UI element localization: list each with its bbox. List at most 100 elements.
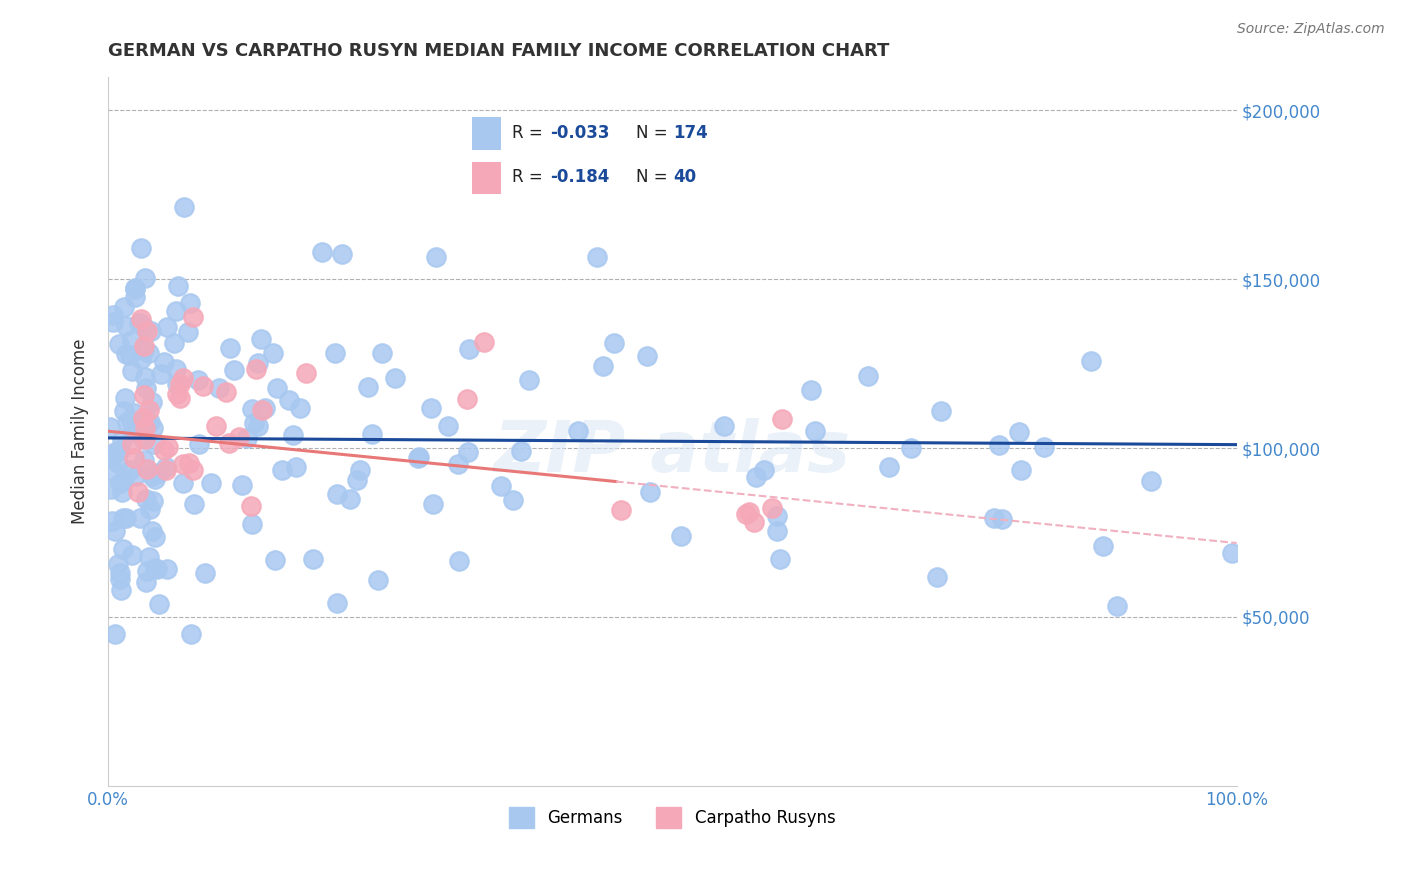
Point (1080, 353, 1102, 368)
Text: GERMAN VS CARPATHO RUSYN MEDIAN FAMILY INCOME CORRELATION CHART: GERMAN VS CARPATHO RUSYN MEDIAN FAMILY I… (108, 42, 890, 60)
Point (166, 387, 188, 401)
Point (172, 457, 194, 471)
Point (200, 476, 222, 491)
Point (129, 312, 152, 326)
Point (290, 401, 312, 415)
Point (165, 362, 187, 376)
Point (224, 363, 246, 377)
Point (110, 476, 132, 491)
Point (149, 368, 172, 382)
Point (425, 251, 447, 265)
Point (143, 530, 166, 544)
Point (1139, 474, 1161, 488)
Point (108, 442, 131, 457)
Point (900, 441, 922, 455)
Point (112, 301, 135, 315)
Point (172, 475, 194, 490)
Point (138, 415, 160, 429)
Point (139, 502, 162, 516)
Point (204, 418, 226, 433)
Point (124, 282, 146, 296)
Point (669, 529, 692, 543)
Point (143, 471, 166, 485)
Point (138, 549, 160, 564)
Point (129, 511, 152, 525)
Point (108, 572, 131, 586)
Point (107, 456, 129, 470)
Point (124, 469, 146, 483)
Point (155, 460, 177, 475)
Point (132, 452, 155, 467)
Point (115, 319, 138, 334)
Point (326, 595, 349, 609)
Point (111, 484, 134, 499)
Point (194, 566, 217, 580)
Point (104, 445, 127, 459)
Point (311, 244, 333, 259)
Point (173, 200, 195, 214)
Point (141, 395, 163, 409)
Point (134, 369, 156, 384)
Point (1033, 441, 1056, 455)
Point (153, 355, 176, 369)
Text: Source: ZipAtlas.com: Source: ZipAtlas.com (1237, 22, 1385, 37)
Point (713, 418, 735, 433)
Point (122, 451, 145, 466)
Point (188, 437, 211, 451)
Point (769, 551, 792, 566)
Point (132, 320, 155, 334)
Point (262, 346, 284, 360)
Point (592, 359, 614, 373)
Point (117, 415, 139, 429)
Y-axis label: Median Family Income: Median Family Income (72, 338, 89, 524)
Point (115, 347, 138, 361)
Point (181, 463, 204, 477)
Point (983, 511, 1005, 525)
Point (218, 342, 240, 356)
Point (636, 349, 658, 363)
Point (177, 456, 200, 470)
Point (141, 524, 163, 539)
Point (148, 466, 170, 480)
Point (166, 377, 188, 392)
Point (208, 381, 231, 395)
Point (586, 250, 609, 264)
Point (179, 296, 201, 310)
Point (988, 438, 1011, 452)
Point (167, 279, 190, 293)
Point (107, 558, 129, 572)
Point (121, 333, 143, 347)
Point (142, 420, 165, 434)
Point (246, 419, 269, 434)
Point (489, 479, 512, 493)
Point (742, 515, 765, 529)
Point (111, 433, 134, 447)
Point (734, 508, 756, 522)
Point (180, 627, 202, 641)
Point (603, 335, 626, 350)
Point (148, 597, 170, 611)
Point (115, 511, 138, 525)
Point (112, 404, 135, 418)
Point (132, 388, 155, 402)
Point (98, 419, 121, 434)
Point (339, 492, 361, 507)
Point (132, 432, 155, 446)
Point (153, 443, 176, 458)
Point (371, 346, 394, 360)
Point (510, 444, 533, 458)
Point (1008, 425, 1031, 439)
Point (856, 369, 879, 384)
Point (142, 437, 165, 451)
Point (104, 627, 127, 641)
Point (135, 564, 157, 578)
Point (1105, 599, 1128, 613)
Point (245, 361, 267, 376)
Point (254, 401, 277, 416)
Point (770, 412, 793, 426)
Point (356, 380, 378, 394)
Text: ZIP atlas: ZIP atlas (494, 418, 851, 487)
Point (121, 437, 143, 451)
Point (146, 562, 169, 576)
Point (239, 500, 262, 514)
